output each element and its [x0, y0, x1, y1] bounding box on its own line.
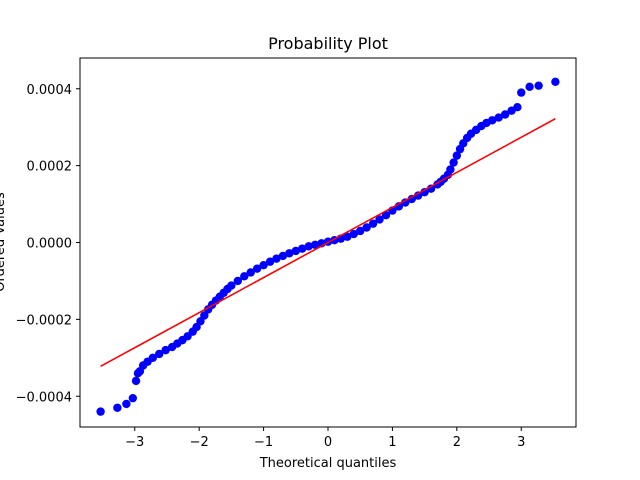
- data-point: [343, 232, 352, 241]
- x-tick-label: −1: [254, 435, 273, 450]
- data-point: [362, 223, 371, 232]
- data-point: [517, 88, 526, 97]
- x-tick-label: 3: [517, 435, 525, 450]
- data-point: [298, 244, 307, 253]
- data-point: [446, 165, 455, 174]
- x-tick-label: −3: [125, 435, 144, 450]
- x-tick-label: 2: [453, 435, 461, 450]
- data-point: [96, 407, 105, 416]
- data-point: [246, 268, 255, 277]
- data-point: [200, 311, 209, 320]
- x-axis-label: Theoretical quantiles: [259, 456, 397, 471]
- x-tick-label: 0: [324, 435, 332, 450]
- data-point: [407, 194, 416, 204]
- y-tick-label: 0.0004: [27, 83, 73, 98]
- x-axis: −3 −2 −1 0 1 2 3: [125, 427, 525, 450]
- y-axis: −0.0004 −0.0002 0.0000 0.0002 0.0004: [16, 83, 80, 405]
- x-tick-label: 1: [388, 435, 396, 450]
- data-point: [452, 151, 462, 160]
- x-tick-label: −2: [190, 435, 209, 450]
- chart-title: Probability Plot: [268, 34, 388, 53]
- data-point: [128, 393, 138, 403]
- y-axis-label: Ordered Values: [0, 192, 8, 292]
- data-point: [113, 403, 122, 412]
- fit-line: [100, 118, 556, 367]
- data-point: [304, 242, 313, 251]
- y-tick-label: −0.0004: [16, 390, 72, 405]
- data-point: [240, 272, 249, 281]
- data-point: [426, 184, 436, 193]
- data-point: [272, 254, 281, 263]
- data-point: [252, 264, 262, 273]
- data-point: [155, 349, 164, 359]
- data-point: [131, 376, 141, 386]
- data-point: [488, 116, 497, 125]
- data-point: [349, 229, 358, 239]
- data-point: [233, 276, 243, 286]
- data-point: [381, 211, 391, 220]
- data-point: [356, 226, 365, 236]
- y-tick-label: 0.0002: [27, 160, 73, 175]
- data-point: [375, 215, 384, 224]
- data-point: [500, 110, 510, 119]
- data-point: [413, 191, 423, 200]
- data-point: [449, 158, 458, 167]
- data-point: [310, 240, 320, 250]
- data-point: [291, 246, 300, 256]
- data-point: [278, 251, 288, 261]
- data-point: [285, 249, 294, 258]
- data-point: [551, 77, 560, 87]
- data-point: [525, 82, 534, 92]
- data-point: [161, 345, 170, 355]
- data-point: [401, 198, 410, 207]
- y-tick-label: −0.0002: [16, 313, 72, 328]
- data-point: [494, 113, 503, 122]
- data-point: [148, 353, 157, 363]
- data-point: [265, 257, 275, 266]
- plot-area: [96, 77, 560, 416]
- data-point: [513, 103, 522, 112]
- data-point: [227, 281, 236, 290]
- data-point: [122, 399, 131, 409]
- y-tick-label: 0.0000: [27, 237, 73, 252]
- data-point: [259, 260, 268, 270]
- data-point: [420, 187, 429, 197]
- data-point: [368, 219, 378, 228]
- data-point: [534, 81, 543, 90]
